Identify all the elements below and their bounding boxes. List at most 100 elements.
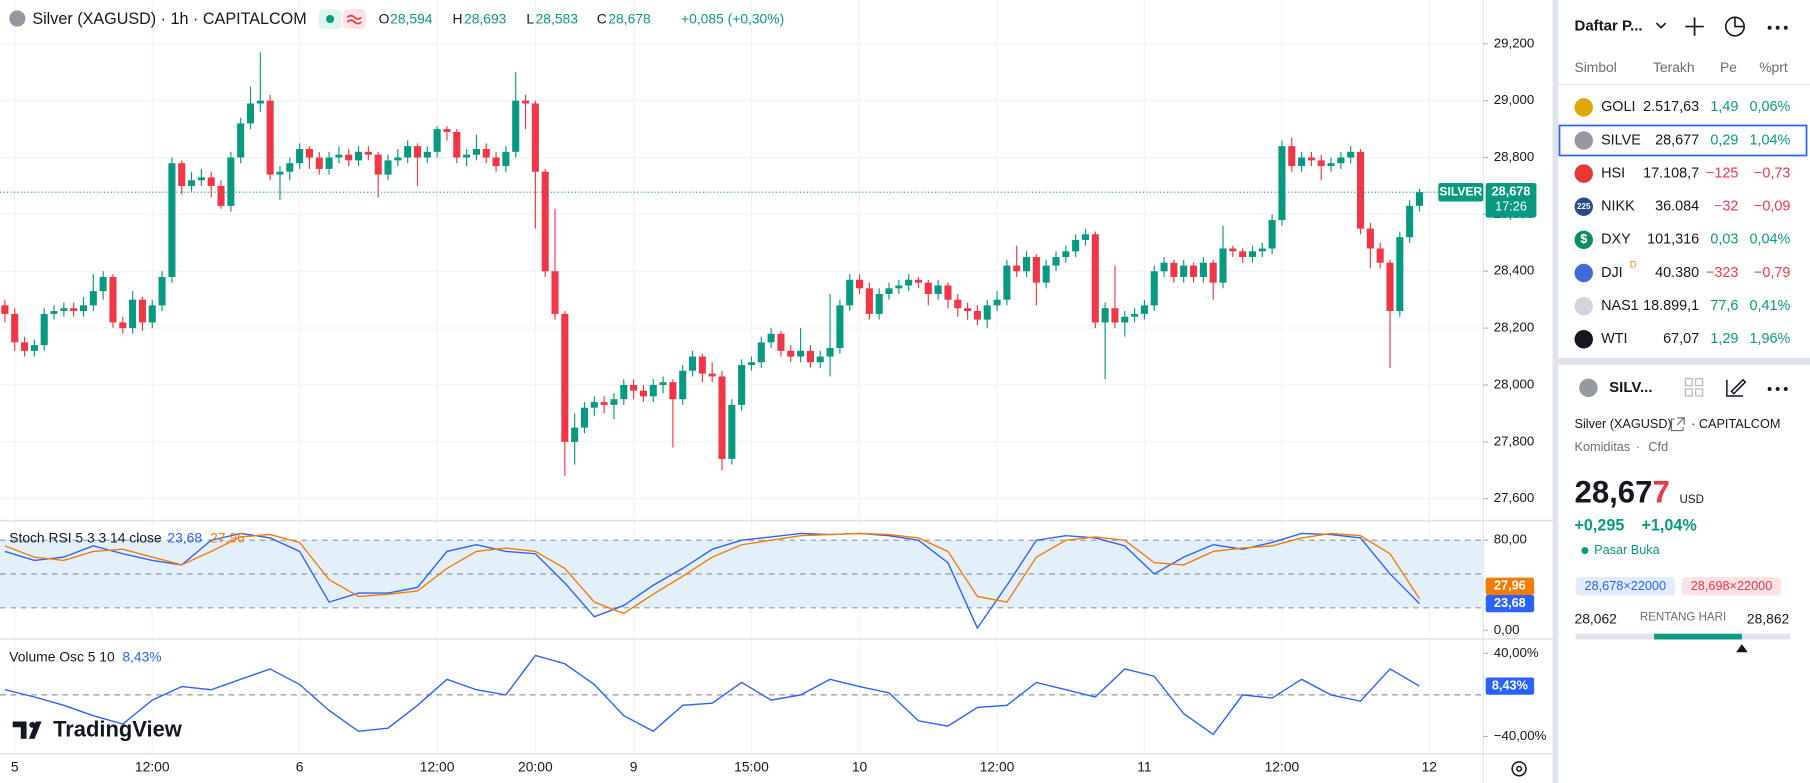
candle-body	[345, 154, 353, 161]
data-badge[interactable]	[342, 9, 366, 29]
edit-button[interactable]	[1726, 378, 1747, 397]
settings-button[interactable]	[1511, 761, 1527, 777]
row-change: 1,49	[1710, 99, 1738, 115]
y-tick-label: −40,00%	[1494, 728, 1547, 743]
candle-body	[954, 299, 962, 309]
row-symbol[interactable]: NAS1	[1601, 298, 1639, 314]
row-symbol[interactable]: DJI	[1601, 265, 1623, 281]
candle-body	[188, 180, 196, 186]
column-header[interactable]: Simbol	[1575, 59, 1617, 75]
candle-body	[305, 148, 313, 158]
candle-body	[197, 177, 205, 181]
symbol-tag: SILVER	[1439, 184, 1482, 198]
layout-icon[interactable]	[1684, 378, 1693, 387]
symbol-title[interactable]: Silver (XAGUSD) · 1h · CAPITALCOM	[32, 10, 306, 28]
candle-body	[846, 279, 854, 306]
indicator-title: Stoch RSI 5 3 3 14 close	[9, 530, 162, 546]
range-high: 28,862	[1747, 611, 1789, 627]
x-tick-label: 20:00	[518, 758, 553, 774]
more-button[interactable]	[1767, 25, 1788, 30]
candle-body	[276, 171, 284, 175]
row-pct: 1,04%	[1750, 132, 1791, 148]
candle-body	[639, 390, 647, 397]
symbol-icon	[1574, 330, 1593, 349]
column-header[interactable]: Pe	[1720, 59, 1737, 75]
layout-icon	[1695, 388, 1704, 397]
details-kind: Cfd	[1648, 440, 1668, 454]
row-symbol[interactable]: WTI	[1601, 331, 1627, 347]
price-main: 28,67	[1575, 474, 1653, 509]
more-button[interactable]	[1767, 387, 1788, 391]
separator: ·	[1636, 440, 1640, 454]
y-tick-label: 28,800	[1494, 149, 1535, 164]
column-header[interactable]: Terakh	[1653, 59, 1695, 75]
column-header[interactable]: %prt	[1759, 59, 1788, 75]
candle-body	[129, 299, 137, 329]
row-symbol[interactable]: NIKK	[1601, 199, 1635, 215]
candle-body	[698, 356, 706, 374]
x-tick-label: 12:00	[1265, 758, 1300, 774]
candle-body	[512, 100, 520, 152]
candle-body	[531, 103, 539, 172]
row-pct: 0,06%	[1750, 99, 1791, 115]
x-tick-label: 12:00	[980, 758, 1015, 774]
candle-body	[79, 305, 88, 312]
details-symbol[interactable]: SILV...	[1609, 379, 1652, 396]
indicator-title: Volume Osc 5 10	[9, 649, 115, 665]
candle-body	[728, 404, 736, 459]
indicator-value: 23,68	[167, 530, 202, 546]
price-currency: USD	[1680, 494, 1704, 506]
candle-body	[885, 288, 893, 294]
row-change: −32	[1714, 199, 1738, 215]
candle-body	[109, 276, 117, 323]
candle-body	[541, 171, 549, 272]
row-symbol[interactable]: GOLI	[1601, 99, 1635, 115]
candle-body	[413, 146, 422, 158]
dropdown-icon[interactable]	[1655, 22, 1667, 29]
row-symbol[interactable]: DXY	[1601, 232, 1631, 248]
y-tick-label: 27,800	[1494, 433, 1535, 448]
row-change: 0,29	[1710, 132, 1738, 148]
candle-body	[433, 129, 441, 152]
candle-body	[1307, 157, 1315, 161]
ohlc-value: 28,693	[464, 10, 507, 26]
row-last: 28,677	[1655, 132, 1699, 148]
candle-body	[374, 154, 382, 175]
external-link[interactable]	[1670, 417, 1685, 432]
details-pct: +1,04%	[1641, 517, 1696, 535]
selected-row[interactable]	[1558, 124, 1808, 157]
ohlc-key: O	[379, 10, 390, 26]
candle-body	[99, 276, 107, 292]
candle-body	[1268, 220, 1276, 249]
symbol-tag-box	[1438, 182, 1484, 202]
add-button[interactable]	[1685, 17, 1704, 36]
symbol-icon	[9, 10, 26, 27]
y-tick-label: 28,400	[1494, 263, 1535, 278]
candle-body	[325, 157, 333, 169]
settings-icon	[1511, 761, 1527, 777]
indicator-line	[4, 532, 1420, 630]
watchlist-title[interactable]: Daftar P...	[1575, 18, 1643, 35]
row-pct: 1,96%	[1750, 331, 1791, 347]
row-pct: 0,41%	[1750, 298, 1791, 314]
candle-body	[1062, 251, 1070, 258]
y-tick-label: 29,000	[1494, 92, 1535, 107]
candle-body	[787, 350, 795, 357]
row-symbol[interactable]: SILVE	[1601, 132, 1641, 148]
candle-body	[492, 157, 500, 167]
indicator-value: 8,43%	[122, 649, 161, 665]
range-marker	[1736, 644, 1748, 653]
indicator-line	[4, 532, 1421, 615]
candle-body	[1072, 239, 1080, 252]
ohlc-change: +0,085 (+0,30%)	[681, 10, 784, 26]
x-tick-label: 12:00	[135, 758, 170, 774]
row-pct: 0,04%	[1750, 232, 1791, 248]
settings-icon-core	[1516, 765, 1523, 772]
candle-body	[119, 322, 127, 329]
symbol-icon	[1574, 98, 1593, 117]
candle-body	[246, 103, 255, 124]
row-symbol[interactable]: HSI	[1601, 165, 1625, 181]
candle-body	[757, 342, 765, 363]
